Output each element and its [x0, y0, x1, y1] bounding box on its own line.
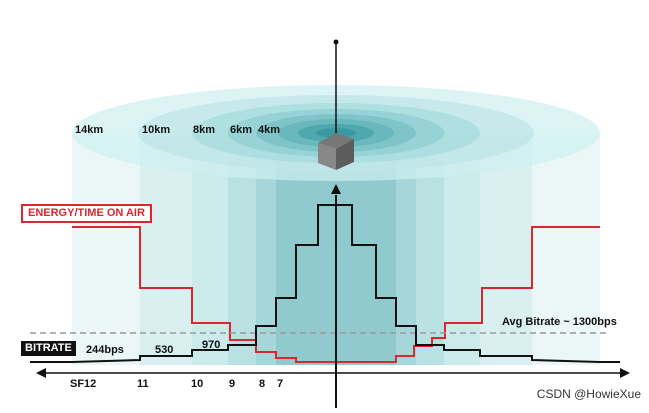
sf-label-11: 11 [137, 378, 149, 390]
sf-label-10: 10 [191, 378, 204, 390]
distance-label-4km: 4km [258, 124, 281, 136]
center-arrow-head [331, 184, 341, 194]
bitrate-value-sf11: 530 [155, 344, 174, 356]
sf-label-8: 8 [259, 378, 266, 390]
distance-label-14km: 14km [75, 124, 104, 136]
antenna-tip [333, 39, 339, 45]
distance-label-6km: 6km [230, 124, 253, 136]
sf-label-12: SF12 [70, 378, 97, 390]
bitrate-step-line-right [336, 204, 620, 363]
sf-label-9: 9 [229, 378, 236, 390]
avg-bitrate-label: Avg Bitrate ~ 1300bps [502, 316, 617, 328]
x-axis-arrow-right [620, 368, 630, 378]
bitrate-value-sf10: 970 [202, 339, 221, 351]
watermark: CSDN @HowieXue [536, 387, 641, 401]
bitrate-step-line [30, 204, 336, 363]
x-axis-arrow-left [36, 368, 46, 378]
bitrate-value-sf12: 244bps [86, 344, 124, 356]
distance-label-10km: 10km [142, 124, 171, 136]
gateway-icon [318, 133, 354, 170]
energy-step-line [72, 226, 600, 363]
bitrate-label: BITRATE [21, 341, 76, 356]
sf-label-7: 7 [277, 378, 284, 390]
distance-label-8km: 8km [193, 124, 216, 136]
energy-label: ENERGY/TIME ON AIR [21, 204, 152, 223]
